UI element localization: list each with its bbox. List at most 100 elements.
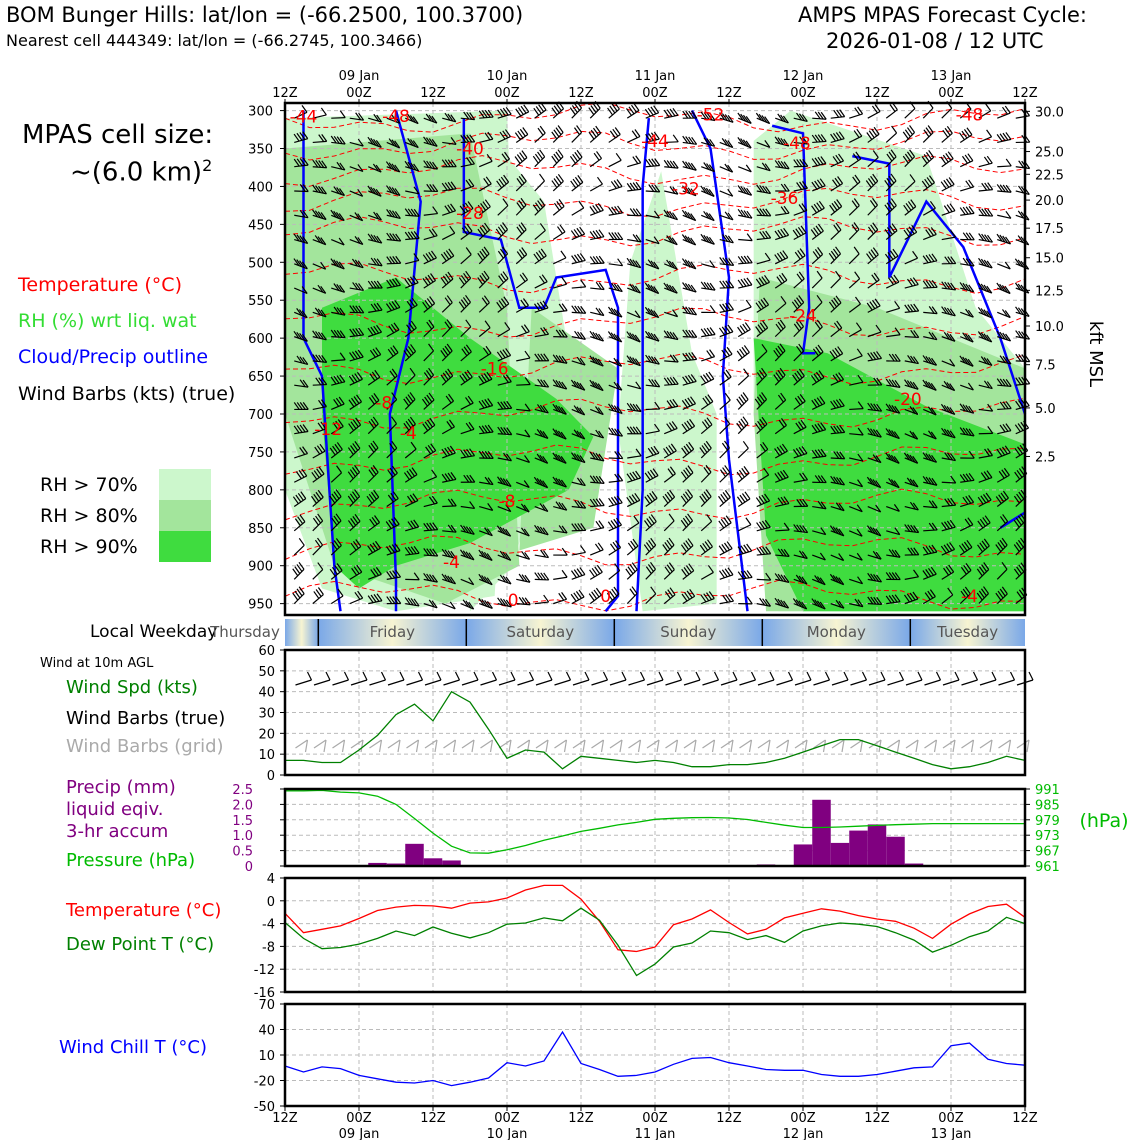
wind-barb-flag: [573, 592, 580, 601]
temperature-contour: [284, 353, 1026, 385]
wind-barb: [960, 479, 975, 483]
wind-barb-flag: [650, 332, 657, 341]
wind-barb-flag: [317, 537, 323, 546]
wind-barb-flag: [1014, 448, 1021, 456]
wind-barb-flag: [483, 295, 490, 304]
wind-barb-flag: [502, 198, 509, 206]
wind-barb-flag: [1004, 261, 1011, 270]
cloud-outline: [635, 118, 651, 612]
wind-barb-flag: [706, 235, 713, 244]
wind-barb: [941, 287, 956, 291]
wind-barb: [608, 480, 623, 483]
wind-barb-flag: [740, 209, 747, 218]
wind-barb-flag: [608, 207, 615, 215]
wind-barb-flag: [653, 105, 660, 114]
wind-barb: [775, 166, 790, 170]
wind-barb-flag: [481, 399, 488, 408]
wind-barb-flag: [481, 374, 487, 383]
wind-barb-flag: [746, 570, 753, 578]
wind-barb: [608, 547, 621, 556]
precip-bar: [867, 824, 887, 866]
wind-barb-flag: [598, 498, 605, 506]
wind-barb-flag: [464, 371, 471, 380]
temperature-contour-label: -8: [375, 394, 392, 414]
wind-barb-flag: [946, 543, 953, 551]
wind-barb-flag: [318, 134, 325, 142]
wind-barb-flag: [387, 348, 394, 357]
wind-barb: [331, 141, 346, 145]
wind-barb-flag: [424, 421, 431, 430]
wind-barb-flag: [555, 501, 562, 509]
wind-barb: [534, 307, 549, 313]
wind-barb: [312, 166, 327, 169]
wind-barb-flag: [968, 258, 975, 267]
bottom-time-label: 00Z: [346, 1111, 372, 1126]
wind-barb-flag: [317, 422, 324, 431]
wind-barb: [423, 476, 437, 483]
wind-barb: [608, 159, 622, 168]
wind-barb-flag: [521, 150, 528, 158]
wind-barb-flag: [941, 306, 948, 314]
wind-barb-flag: [445, 395, 452, 404]
wind-barb-flag: [722, 594, 729, 603]
wind-barb: [774, 374, 786, 386]
wind-barb-flag: [666, 259, 673, 268]
wind-barb-flag: [428, 251, 435, 260]
wind-barb: [867, 433, 882, 438]
wind-barb-flag: [375, 164, 382, 173]
weekday-name: Tuesday: [936, 623, 998, 641]
top-date-label: 13 Jan: [931, 69, 972, 84]
wind-barb-flag: [701, 421, 708, 429]
wind-barb-flag: [555, 477, 562, 486]
wind-barb-flag: [796, 499, 803, 507]
wind-barb-flag: [941, 522, 948, 530]
wind-barb-flag: [465, 179, 472, 188]
wind-barb: [590, 481, 605, 484]
wind-barb: [478, 352, 492, 362]
wind-barb-flag: [520, 197, 527, 206]
wind-barb-flag: [570, 570, 577, 578]
surface-wind-barb: [776, 679, 793, 686]
wind-barb-flag: [838, 131, 845, 140]
wind-barb-flag: [910, 303, 917, 312]
grid-wind-barb-flag: [637, 739, 642, 753]
wind-barb-flag: [780, 228, 787, 237]
wind-barb-flag: [315, 331, 322, 339]
wind-barb: [737, 329, 751, 338]
wind-barb-flag: [296, 355, 303, 364]
wind-barb: [571, 551, 586, 556]
wind-barb-flag: [775, 323, 782, 332]
wind-barb-flag: [965, 232, 972, 241]
wind-barb: [663, 520, 675, 532]
wind-barb-flag: [428, 114, 435, 123]
wind-barb-flag: [962, 206, 969, 215]
wind-barb: [849, 603, 864, 608]
wind-barb-flag: [984, 208, 991, 217]
wind-barb-flag: [1018, 330, 1025, 339]
wind-barb-flag: [413, 598, 420, 607]
wind-barb: [331, 359, 346, 362]
wind-barb: [497, 253, 509, 265]
wind-barb-flag: [706, 282, 713, 291]
wind-barb-flag: [315, 515, 322, 524]
wind-barb-flag: [977, 331, 984, 339]
wind-barb: [701, 287, 716, 291]
wind-barb-flag: [922, 546, 929, 555]
wind-barb-flag: [444, 447, 451, 456]
wind-barb-flag: [835, 222, 842, 231]
wind-barb: [608, 360, 622, 367]
wind-barb-flag: [370, 326, 377, 335]
cloud-outline: [302, 110, 342, 612]
wind-barb: [793, 326, 804, 338]
wind-barb-flag: [776, 276, 783, 284]
wind-barb-flag: [502, 527, 509, 536]
wind-barb: [663, 473, 676, 483]
wind-barb-flag: [912, 479, 919, 488]
wind-barb-flag: [410, 231, 417, 239]
wind-barb-flag: [407, 418, 414, 427]
grid-wind-barb: [498, 739, 512, 749]
wind-barb: [312, 406, 327, 411]
wind-barb-flag: [632, 538, 639, 547]
wind-barb: [404, 448, 417, 459]
pressure-label: Pressure (hPa): [66, 850, 196, 871]
